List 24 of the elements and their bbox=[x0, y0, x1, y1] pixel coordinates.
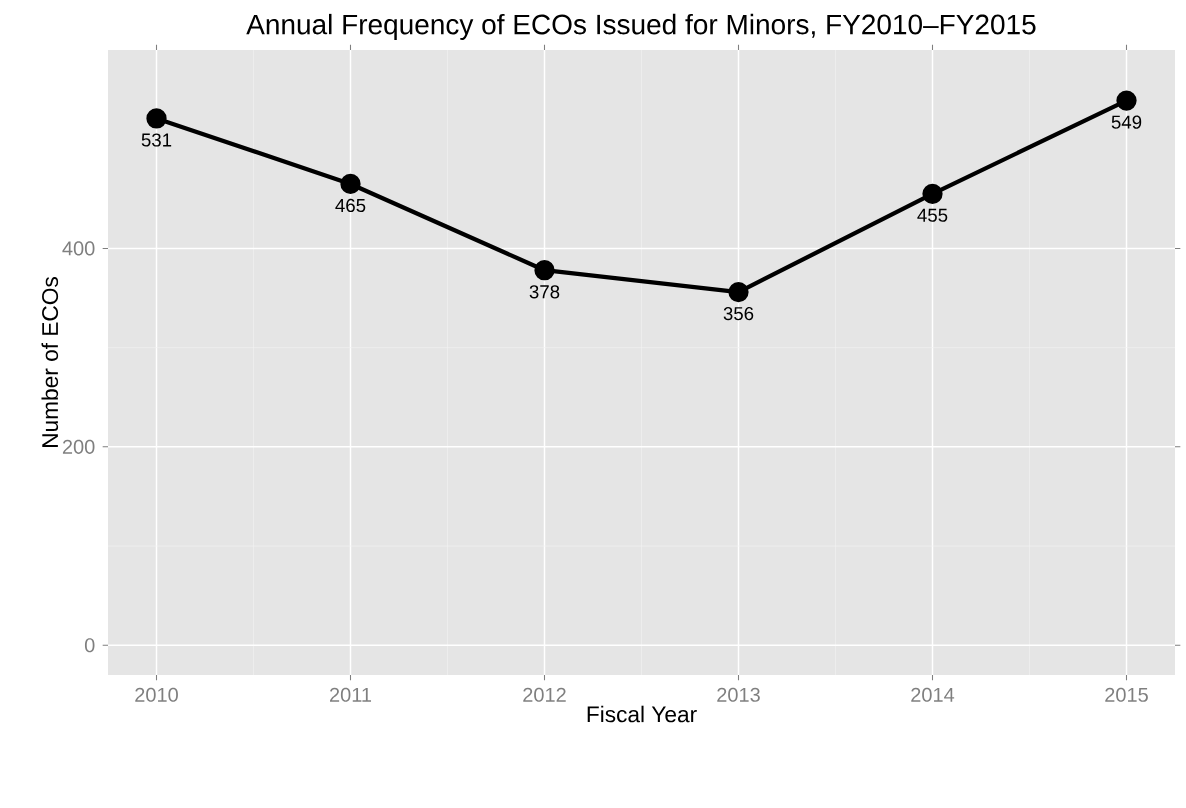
y-axis-title: Number of ECOs bbox=[41, 277, 59, 447]
data-label: 455 bbox=[917, 208, 948, 222]
x-tick-label: 2010 bbox=[135, 687, 178, 702]
x-axis-title: Fiscal Year bbox=[587, 705, 697, 723]
point bbox=[728, 281, 749, 303]
data-label: 465 bbox=[335, 198, 366, 213]
point bbox=[1116, 90, 1137, 111]
point bbox=[922, 183, 943, 204]
data-label: 531 bbox=[141, 133, 172, 147]
y-tick-label: 200 bbox=[62, 439, 95, 454]
data-label: 549 bbox=[1111, 115, 1142, 129]
data-label: 378 bbox=[529, 285, 560, 299]
x-tick-label: 2012 bbox=[523, 687, 566, 702]
x-tick-label: 2013 bbox=[717, 687, 760, 702]
point bbox=[534, 260, 555, 281]
y-tick-label: 400 bbox=[62, 241, 95, 256]
x-tick-label: 2014 bbox=[911, 687, 955, 702]
y-tick-label: 0 bbox=[84, 638, 95, 653]
chart-title: Annual Frequency of ECOs Issued for Minors, FY2010–FY2015 bbox=[246, 13, 1036, 40]
point bbox=[146, 108, 167, 129]
x-tick-label: 2015 bbox=[1105, 687, 1148, 702]
point bbox=[340, 173, 361, 195]
data-label: 356 bbox=[723, 306, 754, 321]
x-tick-label: 2011 bbox=[330, 687, 372, 702]
